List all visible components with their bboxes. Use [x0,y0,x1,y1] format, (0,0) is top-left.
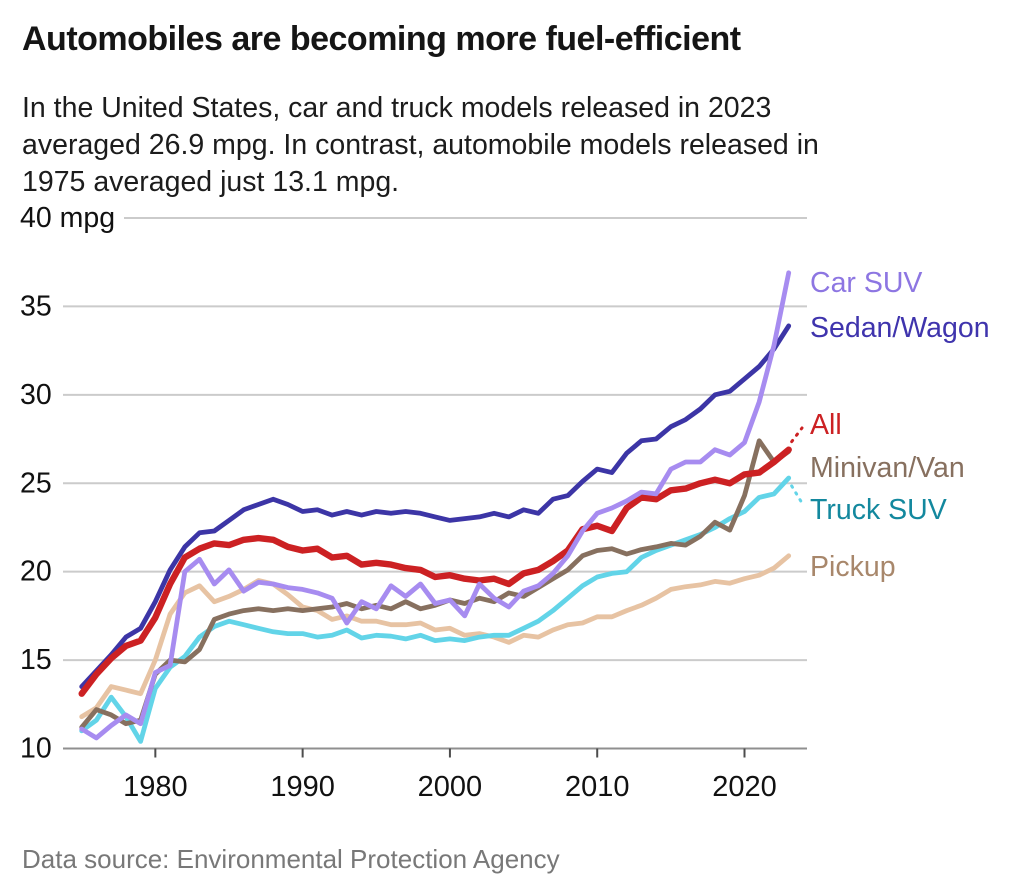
y-axis-label-15: 15 [20,644,52,676]
line-truck-suv [79,475,792,744]
x-axis-label-1980: 1980 [123,771,188,803]
series-label-minivan-van: Minivan/Van [810,452,965,484]
line-sedan-wagon [79,323,792,689]
y-axis-label-25: 25 [20,467,52,499]
line-pickup [79,553,792,720]
leader-truck-suv [790,484,804,505]
series-label-car-suv: Car SUV [810,267,922,299]
series-label-sedan-wagon: Sedan/Wagon [810,312,990,344]
line-all [78,446,792,697]
y-axis-label-35: 35 [20,290,52,322]
x-axis-label-1990: 1990 [270,771,335,803]
chart-subtitle: In the United States, car and truck mode… [22,92,819,198]
line-car-suv [79,270,792,741]
line-minivan-van [79,438,792,730]
y-axis-label-10: 10 [20,733,52,765]
y-axis-label-40: 40 mpg [20,202,115,234]
series-label-pickup: Pickup [810,551,896,583]
x-axis-label-2010: 2010 [565,771,630,803]
chart-title: Automobiles are becoming more fuel-effic… [22,20,741,58]
x-axis-label-2000: 2000 [418,771,483,803]
x-axis-label-2020: 2020 [712,771,777,803]
series-label-all: All [810,409,842,441]
leader-all [790,426,804,444]
data-source: Data source: Environmental Protection Ag… [22,844,560,874]
y-axis-label-20: 20 [20,556,52,588]
series-label-truck-suv: Truck SUV [810,494,947,526]
y-axis-label-30: 30 [20,379,52,411]
